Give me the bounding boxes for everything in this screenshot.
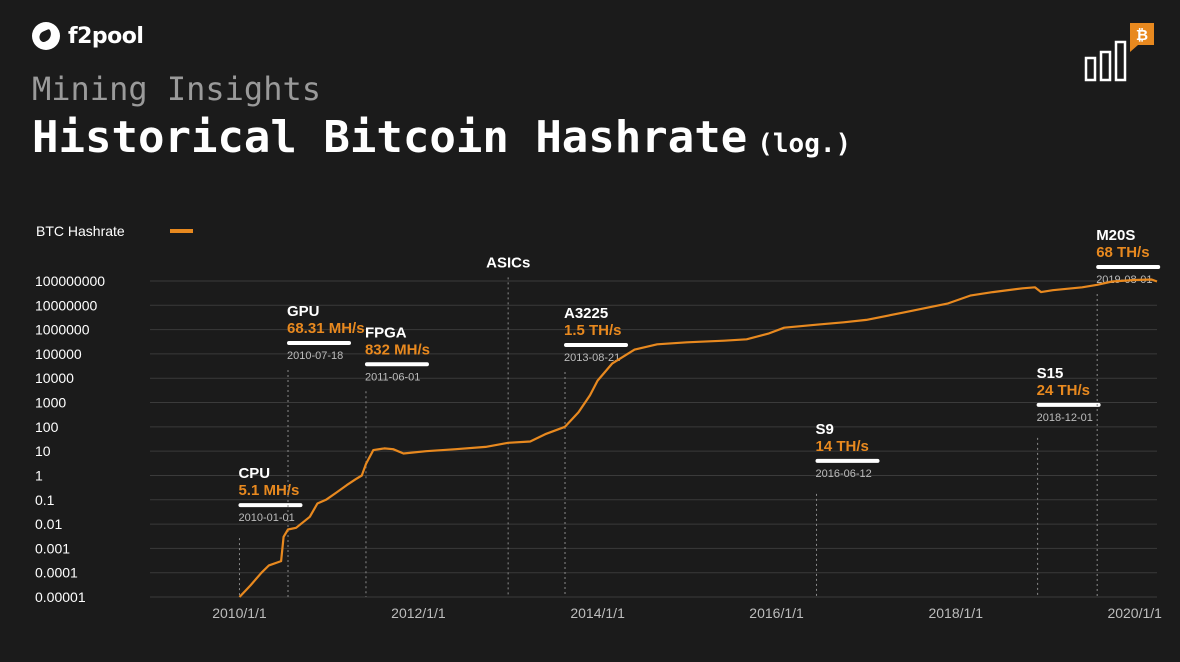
x-tick-label: 2018/1/1 bbox=[928, 605, 983, 621]
milestone-name: S15 bbox=[1037, 365, 1064, 382]
series-line-btc-hashrate bbox=[238, 278, 1158, 598]
y-tick-label: 0.0001 bbox=[35, 565, 78, 581]
y-tick-label: 0.00001 bbox=[35, 589, 86, 605]
milestone-value: 832 MH/s bbox=[365, 341, 430, 358]
x-tick-label: 2014/1/1 bbox=[570, 605, 625, 621]
milestone-underline bbox=[564, 342, 629, 347]
brand: f2pool bbox=[32, 22, 144, 50]
milestone-date: 2010-07-18 bbox=[287, 350, 343, 362]
milestone-underline bbox=[238, 503, 303, 508]
y-tick-label: 10 bbox=[35, 443, 51, 459]
x-tick-label: 2020/1/1 bbox=[1107, 605, 1162, 621]
y-tick-label: 0.001 bbox=[35, 540, 70, 556]
milestone-name: S9 bbox=[816, 421, 834, 438]
x-tick-label: 2012/1/1 bbox=[391, 605, 446, 621]
milestone-underline bbox=[1096, 265, 1161, 270]
y-tick-label: 1 bbox=[35, 467, 43, 483]
milestone-name: CPU bbox=[238, 465, 270, 482]
y-tick-label: 10000 bbox=[35, 370, 74, 386]
milestone-underline bbox=[815, 458, 880, 463]
y-tick-label: 1000 bbox=[35, 395, 66, 411]
milestone-name: GPU bbox=[287, 303, 320, 320]
y-tick-label: 1000000 bbox=[35, 322, 90, 338]
milestone-value: 68.31 MH/s bbox=[287, 320, 365, 337]
bar-chart-bitcoin-icon: ₿ bbox=[1084, 23, 1154, 82]
legend-label: BTC Hashrate bbox=[36, 223, 125, 239]
page-subtitle: Mining Insights bbox=[32, 70, 321, 108]
y-tick-label: 100000000 bbox=[35, 273, 105, 289]
y-tick-label: 100 bbox=[35, 419, 59, 435]
y-tick-label: 100000 bbox=[35, 346, 82, 362]
svg-text:₿: ₿ bbox=[1136, 26, 1148, 44]
milestone-name: FPGA bbox=[365, 324, 407, 341]
milestone-date: 2018-12-01 bbox=[1037, 412, 1093, 424]
milestone-date: 2011-06-01 bbox=[365, 371, 420, 383]
milestone-value: 68 TH/s bbox=[1096, 244, 1149, 261]
page-title-text: Historical Bitcoin Hashrate bbox=[32, 112, 748, 163]
milestone-underline bbox=[1036, 402, 1101, 407]
f2pool-logo-icon bbox=[32, 22, 60, 50]
milestone-date: 2010-01-01 bbox=[238, 512, 294, 524]
milestone-name: M20S bbox=[1096, 227, 1135, 244]
x-tick-label: 2010/1/1 bbox=[212, 605, 267, 621]
milestone-value: 5.1 MH/s bbox=[238, 482, 299, 499]
milestone-name: A3225 bbox=[564, 305, 608, 322]
brand-name: f2pool bbox=[68, 23, 144, 49]
page-title: Historical Bitcoin Hashrate (log.) bbox=[32, 112, 851, 163]
milestone-value: 1.5 TH/s bbox=[564, 322, 622, 339]
milestone-name: ASICs bbox=[486, 254, 530, 271]
milestone-date: 2013-08-21 bbox=[564, 352, 620, 364]
milestone-date: 2016-06-12 bbox=[816, 468, 872, 480]
milestone-underline bbox=[287, 341, 352, 346]
y-tick-label: 0.1 bbox=[35, 492, 55, 508]
milestone-value: 14 TH/s bbox=[816, 438, 869, 455]
milestone-value: 24 TH/s bbox=[1037, 382, 1090, 399]
y-tick-label: 10000000 bbox=[35, 297, 98, 313]
milestone-underline bbox=[364, 362, 429, 367]
x-tick-label: 2016/1/1 bbox=[749, 605, 804, 621]
page-title-suffix: (log.) bbox=[757, 129, 852, 159]
y-tick-label: 0.01 bbox=[35, 516, 62, 532]
